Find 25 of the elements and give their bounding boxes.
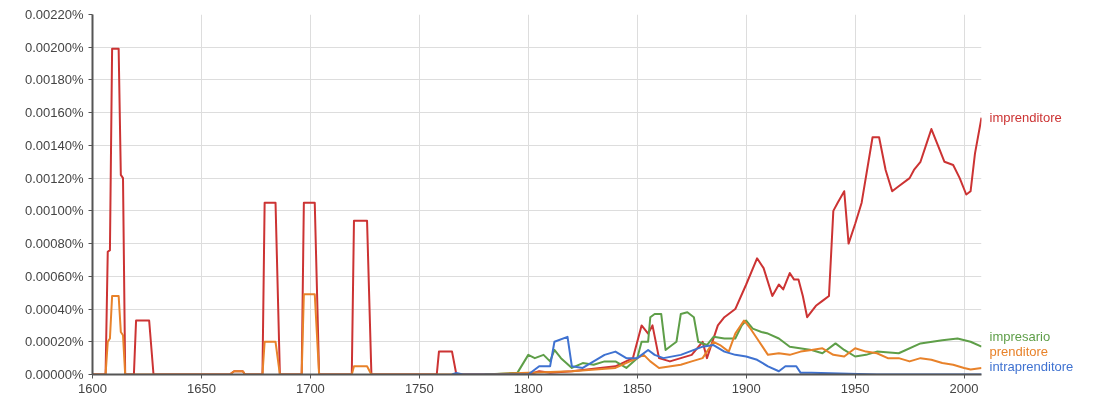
y-tick-label: 0.00220% — [24, 7, 84, 22]
y-tick-label: 0.00000% — [24, 367, 84, 382]
y-tick-label: 0.00120% — [24, 170, 84, 186]
x-tick-label: 1800 — [513, 380, 543, 396]
y-tick-label: 0.00080% — [24, 236, 84, 252]
y-tick-label: 0.00140% — [24, 137, 84, 153]
series-label: impresario — [989, 329, 1051, 344]
y-tick-label: 0.00020% — [24, 334, 84, 350]
x-tick-label: 1700 — [295, 380, 325, 396]
y-tick-label: 0.00200% — [24, 39, 84, 55]
series-label: prenditore — [989, 344, 1049, 359]
y-tick-label: 0.00060% — [24, 268, 84, 284]
x-tick-label: 1900 — [731, 380, 761, 396]
x-tick-label: 1750 — [404, 380, 434, 396]
series-label: intraprenditore — [989, 359, 1074, 374]
x-tick-label: 1600 — [78, 380, 107, 396]
x-tick-label: 1850 — [622, 380, 652, 396]
y-tick-label: 0.00160% — [24, 105, 84, 121]
x-tick-label: 1950 — [840, 380, 870, 396]
y-tick-label: 0.00040% — [24, 301, 84, 317]
y-tick-label: 0.00180% — [24, 72, 84, 88]
series-label: imprenditore — [989, 110, 1062, 126]
y-tick-label: 0.00100% — [24, 203, 84, 219]
x-tick-label: 1650 — [186, 380, 216, 396]
x-tick-label: 2000 — [949, 380, 979, 396]
